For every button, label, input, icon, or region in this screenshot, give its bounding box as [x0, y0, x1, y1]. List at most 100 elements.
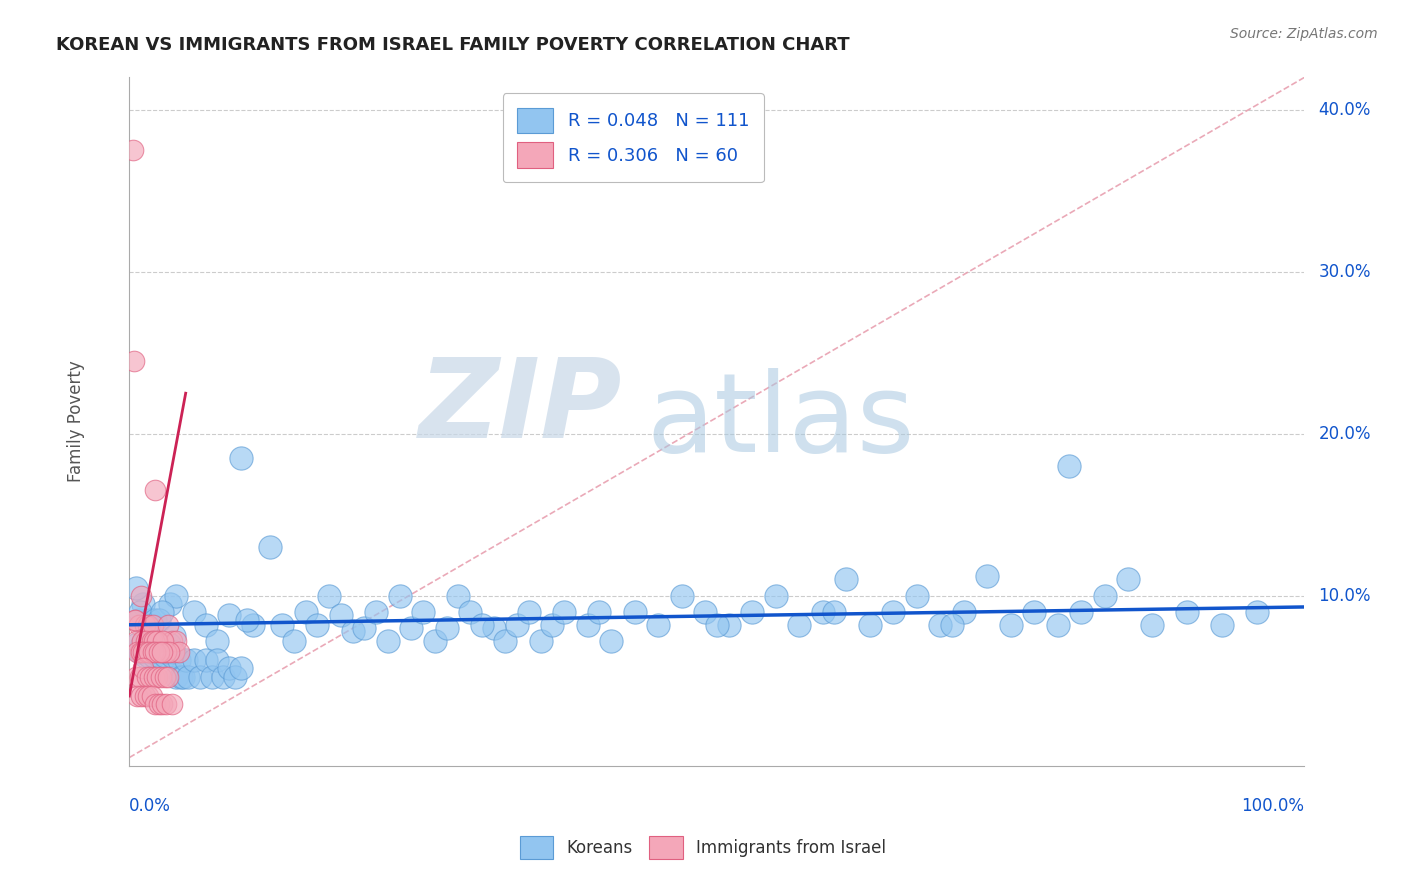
Immigrants from Israel — [150, 645, 173, 659]
Immigrants from Israel — [142, 645, 165, 659]
Koreans — [1070, 605, 1092, 619]
Immigrants from Israel — [134, 617, 156, 632]
Koreans — [1211, 617, 1233, 632]
Koreans — [148, 648, 170, 663]
Koreans — [1140, 617, 1163, 632]
Koreans — [145, 637, 167, 651]
Koreans — [342, 624, 364, 639]
Immigrants from Israel — [128, 645, 150, 659]
Immigrants from Israel — [125, 634, 148, 648]
Immigrants from Israel — [125, 670, 148, 684]
Koreans — [224, 670, 246, 684]
Koreans — [364, 605, 387, 619]
Immigrants from Israel — [128, 617, 150, 632]
Koreans — [218, 661, 240, 675]
Koreans — [156, 645, 179, 659]
Koreans — [905, 589, 928, 603]
Immigrants from Israel — [150, 634, 173, 648]
Koreans — [423, 634, 446, 648]
Koreans — [200, 670, 222, 684]
Koreans — [165, 670, 187, 684]
Koreans — [135, 629, 157, 643]
Koreans — [1000, 617, 1022, 632]
Immigrants from Israel — [152, 634, 174, 648]
Immigrants from Israel — [160, 634, 183, 648]
Immigrants from Israel — [127, 645, 149, 659]
Koreans — [143, 613, 166, 627]
Koreans — [131, 637, 153, 651]
Immigrants from Israel — [124, 613, 146, 627]
Koreans — [128, 613, 150, 627]
Koreans — [553, 605, 575, 619]
Koreans — [134, 648, 156, 663]
Immigrants from Israel — [143, 645, 166, 659]
Immigrants from Israel — [131, 634, 153, 648]
Legend: R = 0.048   N = 111, R = 0.306   N = 60: R = 0.048 N = 111, R = 0.306 N = 60 — [502, 94, 763, 182]
Immigrants from Israel — [143, 697, 166, 711]
Immigrants from Israel — [155, 645, 177, 659]
Koreans — [207, 653, 229, 667]
Koreans — [741, 605, 763, 619]
Koreans — [170, 670, 193, 684]
Immigrants from Israel — [141, 634, 163, 648]
Koreans — [165, 589, 187, 603]
Koreans — [148, 613, 170, 627]
Koreans — [159, 597, 181, 611]
Koreans — [174, 653, 197, 667]
Immigrants from Israel — [129, 589, 152, 603]
Immigrants from Israel — [142, 634, 165, 648]
Koreans — [132, 597, 155, 611]
Koreans — [1116, 573, 1139, 587]
Immigrants from Israel — [157, 617, 180, 632]
Koreans — [218, 608, 240, 623]
Koreans — [765, 589, 787, 603]
Koreans — [882, 605, 904, 619]
Legend: Koreans, Immigrants from Israel: Koreans, Immigrants from Israel — [512, 828, 894, 868]
Koreans — [717, 617, 740, 632]
Koreans — [706, 617, 728, 632]
Koreans — [229, 661, 252, 675]
Koreans — [318, 589, 340, 603]
Koreans — [647, 617, 669, 632]
Immigrants from Israel — [127, 689, 149, 703]
Immigrants from Israel — [132, 645, 155, 659]
Koreans — [529, 634, 551, 648]
Koreans — [1046, 617, 1069, 632]
Koreans — [259, 540, 281, 554]
Koreans — [135, 637, 157, 651]
Immigrants from Israel — [132, 661, 155, 675]
Koreans — [183, 653, 205, 667]
Koreans — [506, 617, 529, 632]
Koreans — [1175, 605, 1198, 619]
Koreans — [128, 605, 150, 619]
Koreans — [436, 621, 458, 635]
Koreans — [858, 617, 880, 632]
Koreans — [167, 653, 190, 667]
Immigrants from Israel — [129, 645, 152, 659]
Koreans — [388, 589, 411, 603]
Immigrants from Israel — [141, 689, 163, 703]
Koreans — [952, 605, 974, 619]
Koreans — [377, 634, 399, 648]
Text: 20.0%: 20.0% — [1319, 425, 1371, 442]
Immigrants from Israel — [136, 617, 159, 632]
Immigrants from Israel — [155, 697, 177, 711]
Koreans — [1094, 589, 1116, 603]
Koreans — [329, 608, 352, 623]
Text: KOREAN VS IMMIGRANTS FROM ISRAEL FAMILY POVERTY CORRELATION CHART: KOREAN VS IMMIGRANTS FROM ISRAEL FAMILY … — [56, 36, 849, 54]
Text: 40.0%: 40.0% — [1319, 101, 1371, 119]
Immigrants from Israel — [153, 670, 176, 684]
Koreans — [412, 605, 434, 619]
Koreans — [229, 450, 252, 465]
Koreans — [588, 605, 610, 619]
Immigrants from Israel — [139, 670, 162, 684]
Text: 10.0%: 10.0% — [1319, 587, 1371, 605]
Koreans — [212, 670, 235, 684]
Koreans — [138, 648, 160, 663]
Koreans — [172, 670, 194, 684]
Koreans — [194, 653, 217, 667]
Koreans — [141, 637, 163, 651]
Koreans — [142, 648, 165, 663]
Koreans — [127, 637, 149, 651]
Immigrants from Israel — [129, 689, 152, 703]
